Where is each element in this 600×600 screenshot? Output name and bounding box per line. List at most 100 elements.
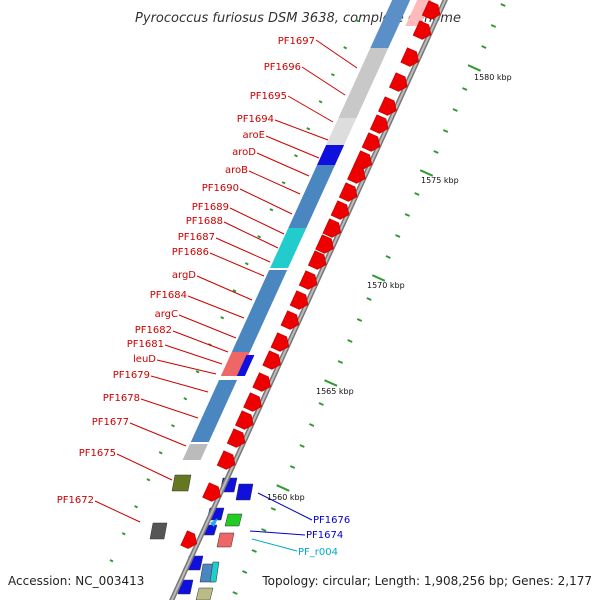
feature-block	[236, 355, 255, 376]
inner-tick	[183, 397, 188, 401]
scale-tick	[433, 150, 439, 154]
scale-tick	[395, 234, 401, 238]
gene-arrow	[243, 392, 262, 412]
leader-line	[215, 237, 271, 263]
leader-line	[257, 492, 313, 521]
gene-arrow	[202, 482, 221, 502]
genome-backbone	[169, 0, 448, 600]
gene-label-argd[interactable]: argD	[172, 270, 196, 281]
scale-tick	[299, 444, 305, 448]
scale-tick	[276, 484, 290, 492]
gene-arrow-shape	[389, 72, 408, 92]
gene-label-pf1697[interactable]: PF1697	[278, 36, 315, 47]
scale-tick	[419, 169, 434, 177]
gene-arrow	[307, 250, 327, 270]
inner-tick	[281, 181, 286, 185]
leader-line	[239, 188, 293, 215]
gene-arrow-shape	[289, 290, 309, 310]
feature-block	[182, 444, 208, 460]
gene-arrow	[361, 132, 381, 152]
gene-label-pf1678[interactable]: PF1678	[103, 393, 140, 404]
gene-label-pf1686[interactable]: PF1686	[172, 247, 209, 258]
gene-label-leud[interactable]: leuD	[133, 354, 156, 365]
feature-block	[220, 352, 250, 376]
gene-label-pf1695[interactable]: PF1695	[250, 91, 287, 102]
feature-block-pf1672	[149, 522, 168, 540]
gene-arrow-shape	[280, 310, 300, 330]
gene-label-pf1696[interactable]: PF1696	[264, 62, 301, 73]
gene-label-pf1679[interactable]: PF1679	[113, 370, 150, 381]
scale-tick-marks	[109, 3, 506, 595]
leader-line	[164, 344, 223, 365]
gene-arrow	[280, 310, 300, 330]
gene-label-pf1677[interactable]: PF1677	[92, 417, 129, 428]
inner-tick	[134, 505, 139, 509]
gene-label-arob[interactable]: aroB	[225, 165, 248, 176]
leader-line	[172, 330, 229, 353]
feature-track	[149, 0, 432, 600]
gene-label-argc[interactable]: argC	[155, 309, 178, 320]
inner-tick	[244, 262, 249, 266]
scale-tick	[414, 192, 420, 196]
inner-tick	[306, 127, 311, 131]
scale-tick	[337, 360, 344, 364]
scale-tick	[308, 423, 315, 427]
gene-label-pf1689[interactable]: PF1689	[192, 202, 229, 213]
leader-line	[94, 500, 141, 523]
leader-line	[140, 398, 199, 419]
scale-tick	[462, 87, 468, 91]
scale-tick	[261, 528, 267, 532]
leader-line	[178, 314, 237, 339]
leader-line	[116, 453, 173, 481]
leader-line	[223, 221, 279, 249]
gene-arrow	[353, 150, 373, 170]
feature-block	[317, 145, 345, 165]
inner-tick	[355, 19, 360, 23]
gene-label-pf1672[interactable]: PF1672	[57, 495, 94, 506]
gene-arrow-shape	[412, 20, 432, 40]
scale-tick	[242, 570, 248, 574]
gene-label-arod[interactable]: aroD	[232, 147, 256, 158]
gene-label-pf1674[interactable]: PF1674	[306, 530, 343, 541]
gene-arrow-shape	[361, 132, 381, 152]
gene-label-pf1682[interactable]: PF1682	[135, 325, 172, 336]
scale-tick	[500, 3, 506, 7]
feature-block-pf-r004	[210, 518, 218, 527]
gene-arrow	[180, 530, 198, 549]
leader-line	[156, 359, 217, 375]
gene-arrow-shape	[421, 0, 441, 20]
gene-label-pf1687[interactable]: PF1687	[178, 232, 215, 243]
gene-arrow-shape	[307, 250, 327, 270]
scale-tick	[251, 549, 257, 553]
gene-label-pf1684[interactable]: PF1684	[150, 290, 187, 301]
inner-tick	[257, 235, 262, 239]
gene-label-pf1676[interactable]: PF1676	[313, 515, 350, 526]
gene-arrow-shape	[226, 428, 246, 448]
leader-line	[249, 530, 306, 536]
scale-tick	[371, 274, 386, 282]
feature-block	[270, 228, 307, 268]
gene-arrow	[270, 332, 290, 352]
gene-arrow-shape	[216, 450, 236, 470]
gene-label-pf-r004[interactable]: PF_r004	[298, 547, 338, 558]
gene-label-aroe[interactable]: aroE	[243, 130, 265, 141]
gene-label-pf1694[interactable]: PF1694	[237, 114, 274, 125]
scale-tick	[366, 297, 372, 301]
left-gene-labels: PF1697 PF1696 PF1695 PF1694 aroE aroD ar…	[57, 36, 315, 506]
feature-block	[370, 0, 411, 48]
scale-tick	[481, 45, 487, 49]
gene-label-pf1681[interactable]: PF1681	[127, 339, 164, 350]
inner-tick	[269, 208, 274, 212]
gene-arrow-shape	[330, 200, 350, 220]
leader-line	[274, 119, 329, 141]
gene-label-pf1690[interactable]: PF1690	[202, 183, 239, 194]
feature-block	[338, 48, 389, 118]
gene-arrow	[252, 372, 271, 392]
gene-label-pf1688[interactable]: PF1688	[186, 216, 223, 227]
gene-arrow-shape	[322, 218, 342, 238]
scale-tick	[452, 108, 458, 112]
scale-tick	[232, 591, 238, 595]
gene-label-pf1675[interactable]: PF1675	[79, 448, 116, 459]
scale-tick	[490, 24, 497, 28]
gene-arrow-shape	[243, 392, 262, 412]
